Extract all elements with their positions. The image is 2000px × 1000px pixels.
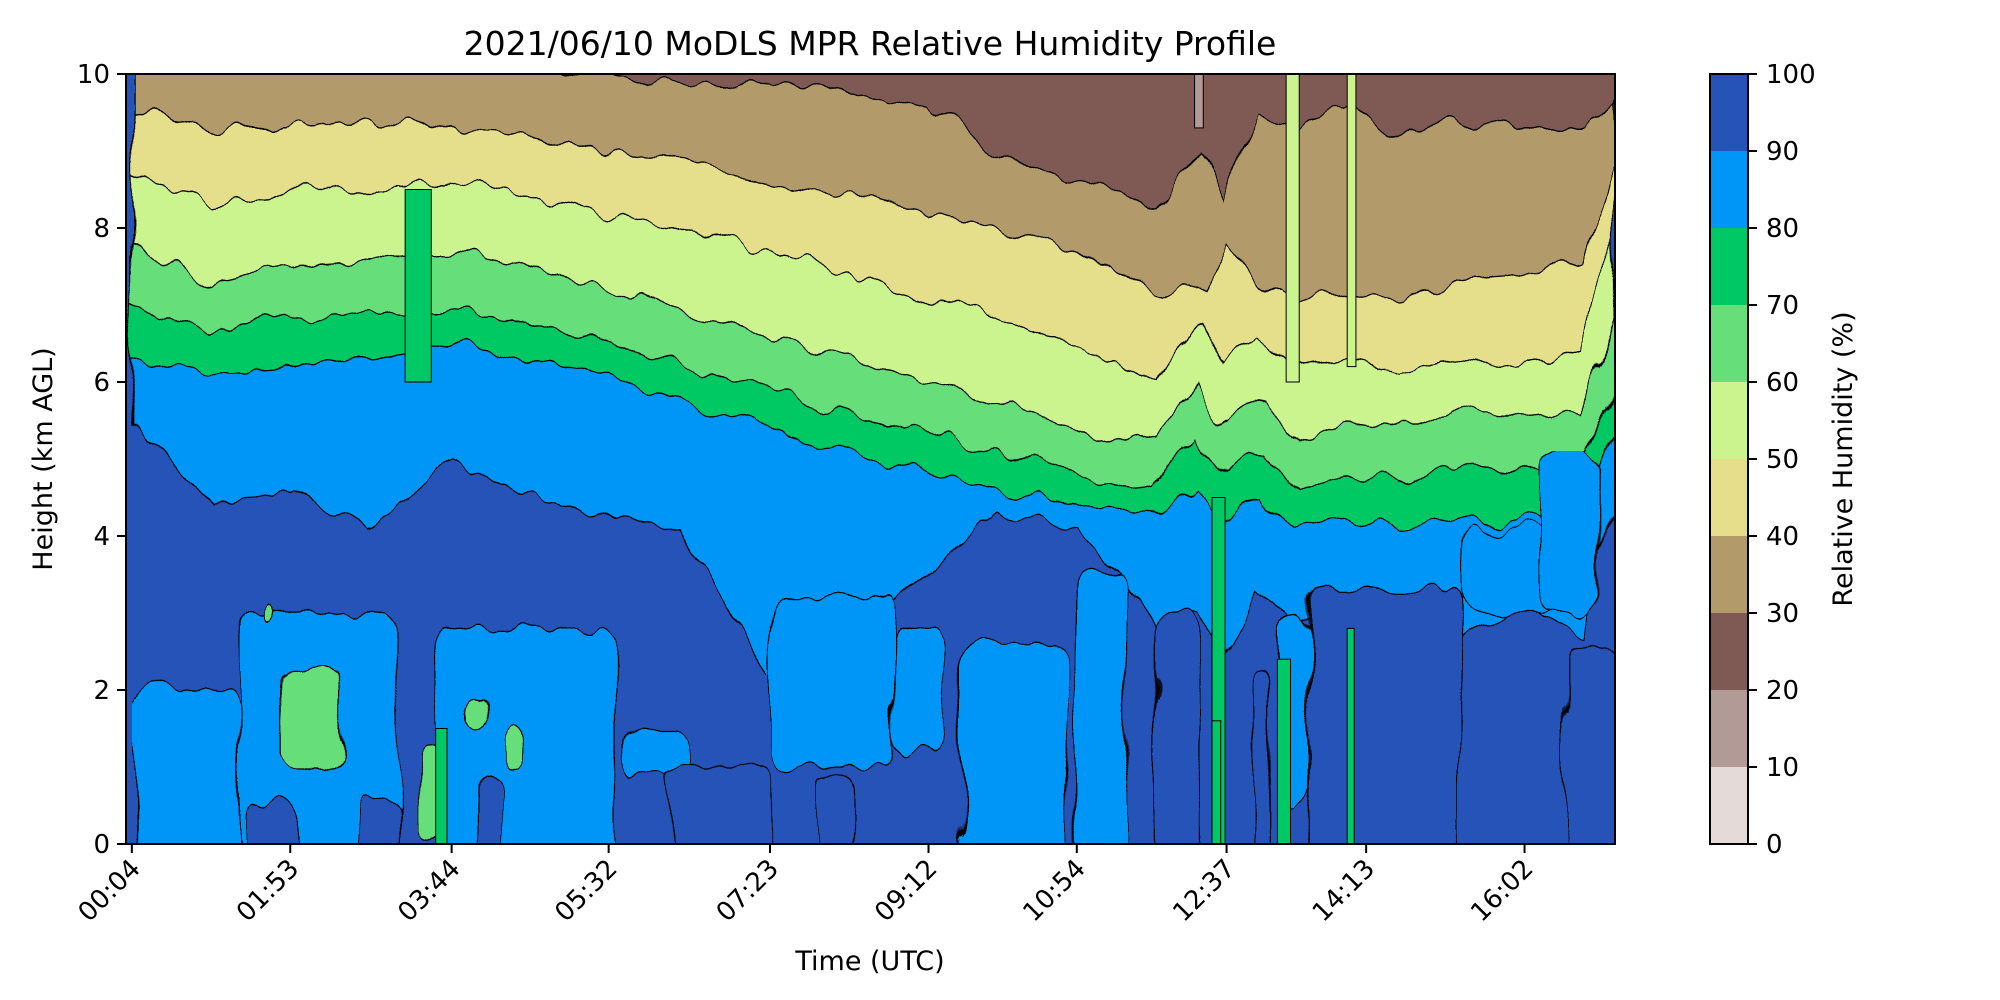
y-axis: 0 2 4 6 8 10: [77, 60, 126, 860]
colorbar-tick-label: 70: [1766, 291, 1799, 321]
rh-patch-90-100: [474, 774, 502, 844]
rh-spike: [435, 728, 448, 844]
rh-patch-90-100: [814, 774, 851, 844]
plot-frame: [125, 73, 1616, 845]
colorbar-swatch-0-10: [1710, 767, 1748, 844]
rh-patch-80-90: [622, 727, 694, 776]
colorbar-swatch-20-30: [1710, 613, 1748, 690]
rh-patch-90-100: [1250, 674, 1270, 844]
y-axis-label: Height (km AGL): [28, 347, 59, 570]
colorbar-tick-label: 90: [1766, 137, 1799, 167]
x-axis-label: Time (UTC): [794, 946, 944, 977]
rh-patch-80-90: [770, 596, 895, 768]
colorbar-tick-label: 60: [1766, 368, 1799, 398]
x-tick-label: 00:04: [73, 854, 147, 928]
rh-spike: [1346, 627, 1355, 844]
rh-patch-60-70: [465, 697, 489, 730]
x-tick-label: 09:12: [869, 854, 943, 928]
colorbar-swatch-80-90: [1710, 151, 1748, 228]
colorbar-swatch-60-70: [1710, 305, 1748, 382]
rh-patch-80-90: [893, 627, 947, 753]
y-tick-label: 0: [93, 830, 110, 860]
colorbar-tick-label: 30: [1766, 599, 1799, 629]
rh-spikes: [404, 74, 1357, 844]
chart-title: 2021/06/10 MoDLS MPR Relative Humidity P…: [464, 24, 1277, 63]
colorbar-tick-label: 50: [1766, 445, 1799, 475]
rh-patch-90-100: [247, 804, 302, 844]
x-tick-label: 12:37: [1167, 854, 1241, 928]
rh-band-80-90: [131, 342, 1615, 676]
rh-spike: [404, 189, 432, 383]
rh-spike: [1194, 74, 1204, 129]
plot-area: [125, 73, 1616, 845]
colorbar-swatch-10-20: [1710, 690, 1748, 767]
colorbar-tick-label: 10: [1766, 753, 1799, 783]
rh-spike: [1211, 720, 1222, 844]
y-tick-label: 8: [93, 214, 110, 244]
colorbar-tick-label: 40: [1766, 522, 1799, 552]
x-axis: 00:04 01:53 03:44 05:32 07:23 09:12 10:54 12:37…: [73, 844, 1539, 928]
colorbar-label: Relative Humidity (%): [1828, 311, 1859, 606]
colorbar-swatch-90-100: [1710, 74, 1748, 151]
y-tick-label: 2: [93, 676, 110, 706]
rh-patch-80-90: [131, 689, 240, 844]
y-tick-label: 10: [77, 60, 110, 90]
contour-bands: [131, 74, 1615, 676]
colorbar-tick-label: 0: [1766, 830, 1783, 860]
rh-patch-80-90: [1076, 573, 1130, 844]
y-tick-label: 6: [93, 368, 110, 398]
rh-patch-60-70: [264, 604, 280, 622]
rh-patch-90-100: [1311, 589, 1462, 844]
rh-patch-90-100: [360, 797, 398, 844]
colorbar-tick-label: 80: [1766, 214, 1799, 244]
colorbar-swatch-30-40: [1710, 536, 1748, 613]
colorbar-swatch-70-80: [1710, 228, 1748, 305]
rh-spike: [1276, 658, 1292, 844]
rh-patch-80-90: [1538, 450, 1601, 614]
colorbar: 0 10 20 30 40 50 60 70 80 90 100: [1709, 60, 1816, 860]
humidity-patches: [131, 74, 1615, 844]
x-tick-label: 07:23: [711, 854, 785, 928]
x-tick-label: 03:44: [392, 854, 466, 928]
colorbar-tick-label: 100: [1766, 60, 1816, 90]
colorbar-swatch-50-60: [1710, 382, 1748, 459]
x-tick-label: 14:13: [1307, 854, 1381, 928]
x-tick-label: 05:32: [549, 854, 623, 928]
x-tick-label: 16:02: [1465, 854, 1539, 928]
rh-patch-60-70: [278, 666, 345, 768]
colorbar-swatch-40-50: [1710, 459, 1748, 536]
rh-spike: [1346, 74, 1357, 368]
rh-patch-90-100: [666, 766, 773, 844]
y-tick-label: 4: [93, 522, 110, 552]
rh-patch-90-100: [1154, 612, 1200, 844]
rh-patch-80-90: [962, 643, 1069, 844]
x-tick-label: 01:53: [231, 854, 305, 928]
colorbar-tick-label: 20: [1766, 676, 1799, 706]
x-tick-label: 10:54: [1018, 854, 1092, 928]
rh-patch-90-100: [1564, 643, 1615, 844]
rh-patch-60-70: [500, 727, 528, 768]
rh-spike: [1285, 74, 1300, 383]
